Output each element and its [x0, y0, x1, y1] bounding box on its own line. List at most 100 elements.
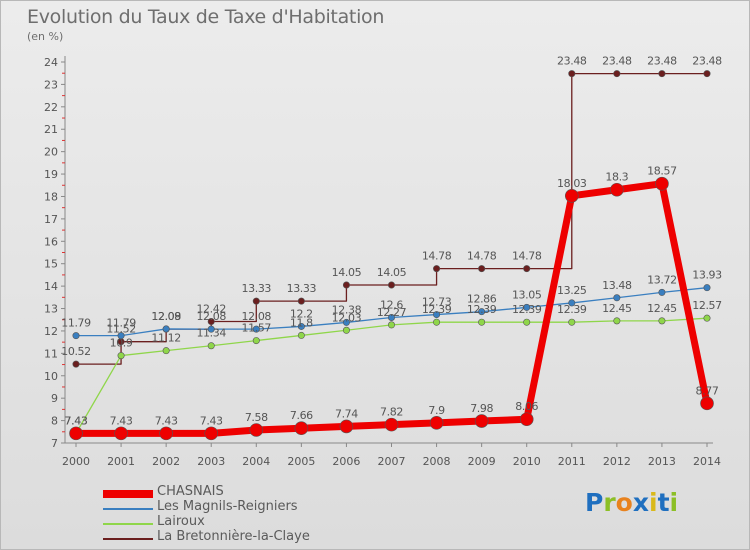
data-label-lairoux: 12.57 [692, 299, 722, 312]
y-tick-label: 15 [44, 258, 58, 271]
data-label-lairoux: 12.39 [512, 303, 542, 316]
data-label-lairoux: 12.27 [377, 306, 407, 319]
data-label-chasnais: 7.74 [335, 407, 358, 420]
y-tick-label: 7 [51, 437, 58, 450]
data-point-la-bretonni-re-la-claye [433, 265, 441, 273]
x-tick-label: 2014 [693, 455, 721, 468]
data-point-la-bretonni-re-la-claye [387, 281, 395, 289]
data-label-lairoux: 12.45 [602, 302, 632, 315]
x-tick-label: 2002 [152, 455, 180, 468]
data-point-chasnais [564, 188, 579, 203]
logo-letter: P [585, 488, 604, 517]
x-tick-label: 2006 [332, 455, 360, 468]
data-point-chasnais [519, 412, 534, 427]
data-point-lairoux [207, 342, 215, 350]
data-point-les-magnils-reigniers [658, 288, 666, 296]
y-tick-label: 8 [51, 415, 58, 428]
data-label-chasnais: 7.43 [110, 414, 133, 427]
data-label-les-magnils-reigniers: 13.72 [647, 273, 677, 286]
data-label-les-magnils-reigniers: 12.86 [467, 293, 497, 306]
data-label-lairoux: 11.57 [242, 322, 272, 335]
data-point-chasnais [114, 426, 128, 441]
x-tick-label: 2010 [513, 455, 541, 468]
data-point-la-bretonni-re-la-claye [658, 70, 666, 78]
logo-letter: o [615, 488, 633, 517]
data-label-la-bretonni-re-la-claye: 23.48 [692, 55, 722, 68]
data-label-chasnais: 7.43 [200, 414, 223, 427]
data-point-lairoux [478, 318, 486, 326]
chart-subtitle: (en %) [27, 30, 64, 43]
data-label-la-bretonni-re-la-claye: 11.52 [106, 323, 136, 336]
data-label-la-bretonni-re-la-claye: 10.52 [61, 345, 91, 358]
data-label-lairoux: 11.12 [151, 332, 181, 345]
data-point-la-bretonni-re-la-claye [342, 281, 350, 289]
data-point-lairoux [117, 352, 125, 360]
y-tick-label: 13 [44, 303, 58, 316]
y-tick-label: 12 [44, 325, 58, 338]
data-label-la-bretonni-re-la-claye: 13.33 [287, 282, 317, 295]
data-point-lairoux [568, 318, 576, 326]
y-tick-label: 9 [51, 392, 58, 405]
data-label-les-magnils-reigniers: 12.09 [151, 310, 181, 323]
y-tick-label: 20 [44, 146, 58, 159]
data-point-lairoux [433, 318, 441, 326]
legend-label: Les Magnils-Reigniers [157, 499, 298, 514]
data-label-lairoux: 12.39 [467, 303, 497, 316]
data-label-la-bretonni-re-la-claye: 23.48 [647, 55, 677, 68]
data-label-les-magnils-reigniers: 11.79 [106, 317, 136, 330]
legend-label: La Bretonnière-la-Claye [157, 529, 310, 544]
data-point-la-bretonni-re-la-claye [207, 318, 215, 326]
data-point-lairoux [523, 318, 531, 326]
data-point-les-magnils-reigniers [162, 325, 170, 333]
x-tick-label: 2001 [107, 455, 135, 468]
proxiti-logo: Proxiti [585, 488, 678, 517]
data-point-les-magnils-reigniers [387, 313, 395, 321]
data-point-la-bretonni-re-la-claye [297, 297, 305, 305]
logo-letter: i [669, 488, 679, 517]
data-label-chasnais: 7.82 [380, 406, 403, 419]
data-label-les-magnils-reigniers: 12.08 [242, 310, 272, 323]
x-tick-label: 2003 [197, 455, 225, 468]
data-point-les-magnils-reigniers [207, 325, 215, 333]
y-tick-label: 14 [44, 280, 58, 293]
x-tick-label: 2013 [648, 455, 676, 468]
data-label-chasnais: 18.3 [605, 171, 628, 184]
data-label-lairoux: 12.45 [647, 302, 677, 315]
series-line-la-bretonni-re-la-claye [76, 73, 707, 365]
data-label-la-bretonni-re-la-claye: 14.78 [467, 250, 497, 263]
data-label-la-bretonni-re-la-claye: 12.42 [196, 303, 226, 316]
legend-swatch [103, 538, 153, 540]
y-tick-label: 19 [44, 168, 58, 181]
data-point-la-bretonni-re-la-claye [72, 360, 80, 368]
data-point-les-magnils-reigniers [297, 322, 305, 330]
data-label-lairoux: 12.39 [557, 303, 587, 316]
data-point-la-bretonni-re-la-claye [523, 265, 531, 273]
data-label-chasnais: 7.43 [155, 414, 178, 427]
x-tick-label: 2007 [378, 455, 406, 468]
data-point-les-magnils-reigniers [568, 299, 576, 307]
legend-swatch [103, 523, 153, 525]
data-label-lairoux: 10.9 [110, 337, 133, 350]
data-label-la-bretonni-re-la-claye: 14.78 [512, 250, 542, 263]
data-label-les-magnils-reigniers: 12.38 [332, 303, 362, 316]
data-point-chasnais [384, 417, 399, 432]
data-label-les-magnils-reigniers: 12.08 [196, 310, 226, 323]
legend-swatch [103, 490, 153, 498]
y-tick-label: 17 [44, 213, 58, 226]
y-tick-label: 11 [44, 347, 58, 360]
data-label-la-bretonni-re-la-claye: 14.05 [332, 266, 362, 279]
data-point-lairoux [342, 326, 350, 334]
y-tick-label: 21 [44, 123, 58, 136]
data-label-les-magnils-reigniers: 13.25 [557, 284, 587, 297]
logo-letter: i [649, 488, 658, 517]
logo-letter: r [603, 488, 616, 517]
data-point-les-magnils-reigniers [252, 325, 260, 333]
data-label-lairoux: 11.8 [290, 316, 313, 329]
data-point-chasnais [294, 421, 309, 436]
data-point-les-magnils-reigniers [72, 332, 80, 340]
data-label-chasnais: 7.66 [290, 409, 313, 422]
data-label-les-magnils-reigniers: 12.2 [290, 307, 313, 320]
data-point-les-magnils-reigniers [523, 303, 531, 311]
